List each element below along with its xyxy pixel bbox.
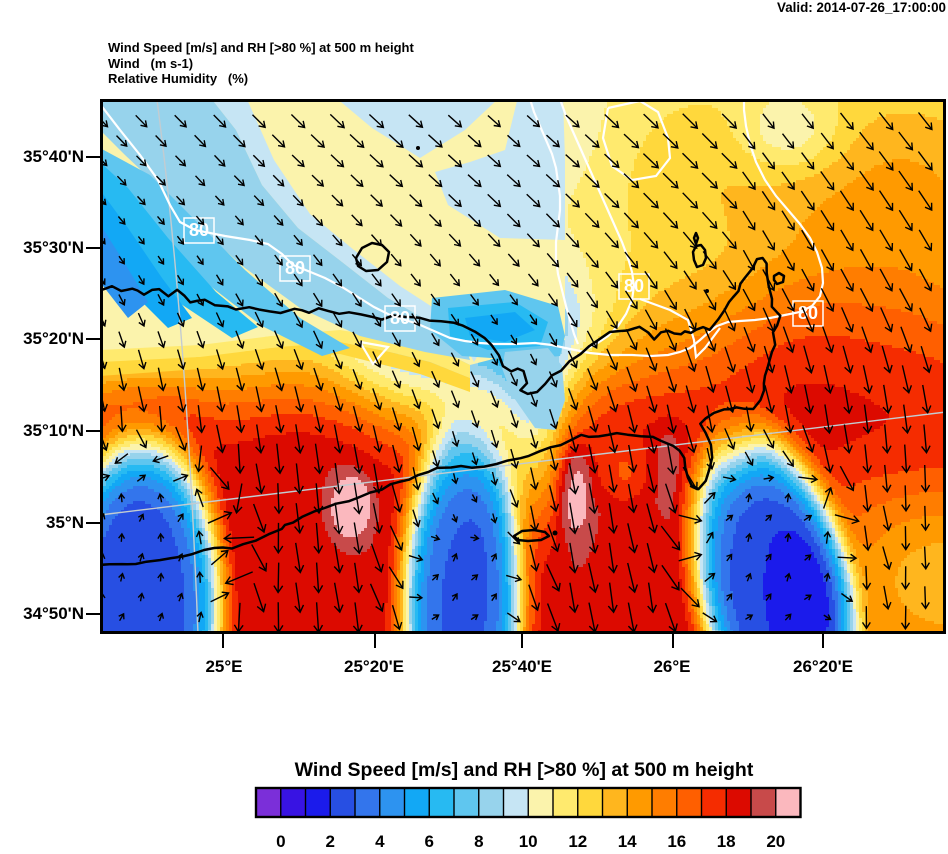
svg-text:80: 80 [285, 258, 305, 278]
svg-text:80: 80 [390, 308, 410, 328]
svg-text:80: 80 [624, 276, 644, 296]
